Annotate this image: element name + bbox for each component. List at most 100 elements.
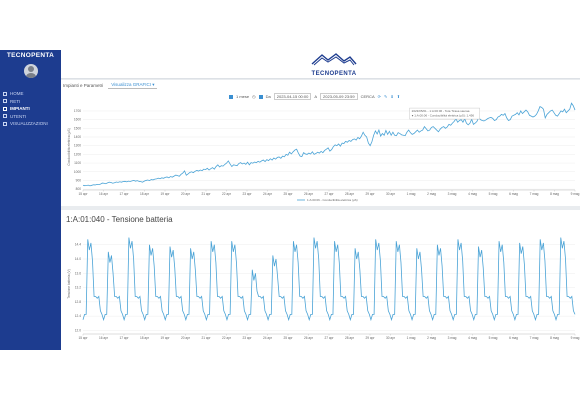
battery-chart: 12.0 12.4 12.8 13.2 13.6 14.0 14.4 15 apr 16 apr… (67, 237, 580, 340)
x-tick-label: 26 apr (304, 192, 314, 196)
download-icon[interactable]: ⬇ (390, 94, 394, 99)
x-tick-label: 8 mag (550, 336, 559, 340)
y-tick-label: 13.2 (75, 286, 81, 290)
sidebar-brand: TECNOPENTA (6, 52, 55, 59)
date-toolbar: 1 mese ◷ Da 2023-04-15 00:00 A 2023-05-0… (229, 93, 400, 100)
sidebar-item-reti[interactable]: RETI (0, 98, 61, 106)
x-tick-label: 28 apr (345, 336, 355, 340)
x-tick-label: 7 mag (530, 192, 539, 196)
x-tick-label: 19 apr (160, 336, 170, 340)
to-date-input[interactable]: 2023-05-09 23:59 (320, 93, 358, 100)
sidebar-nav: HOME RETI IMPIANTI UTENTI VISUALIZZAZION… (0, 90, 61, 128)
chart-panel-conductivity: Impianti e Parametri Visualizza GRAFICI … (61, 80, 580, 206)
sidebar-item-home[interactable]: HOME (0, 90, 61, 98)
search-button[interactable]: CERCA (360, 94, 375, 99)
to-label: A (314, 94, 318, 99)
sidebar-item-label: RETI (10, 98, 21, 104)
from-date-input[interactable]: 2023-04-15 00:00 (273, 93, 312, 100)
series-line (82, 102, 576, 187)
x-tick-label: 4 mag (468, 336, 477, 340)
y-tick-label: 12.0 (75, 328, 81, 332)
view-select[interactable]: Visualizza GRAFICI ▾ (108, 82, 158, 89)
y-tick-label: 14.0 (75, 257, 81, 261)
sidebar-item-label: IMPIANTI (10, 106, 30, 112)
y-tick-label: 1300 (74, 144, 81, 148)
tooltip-line: ● 1:A:00:06 - Conducibilità elettrica (µ… (412, 114, 475, 118)
view-select-value: Visualizza GRAFICI (111, 82, 151, 87)
user-avatar[interactable] (23, 64, 38, 78)
battery-chart-title: 1:A:01:040 - Tensione batteria (66, 215, 173, 224)
x-tick-label: 23 apr (242, 192, 252, 196)
sidebar-item-utenti[interactable]: UTENTI (0, 113, 61, 121)
sidebar: TECNOPENTA HOME RETI IMPIANTI UTENTI VIS… (0, 50, 61, 350)
x-tick-label: 21 apr (201, 336, 211, 340)
share-icon[interactable]: ⬆ (396, 94, 401, 99)
x-tick-label: 17 apr (119, 192, 129, 196)
x-tick-label: 24 apr (263, 192, 273, 196)
x-tick-label: 15 apr (78, 336, 88, 340)
y-axis-label: Tensione batteria (V) (67, 269, 71, 298)
clock-icon: ◷ (252, 94, 256, 99)
x-tick-label: 30 apr (386, 336, 396, 340)
x-tick-label: 5 mag (489, 192, 498, 196)
mountains-logo-icon (311, 53, 357, 66)
param-controls: Impianti e Parametri Visualizza GRAFICI … (63, 82, 158, 89)
tooltip-line: 2023/05/01 - 1:A:00:06 - Tota Tirasa sau… (412, 109, 470, 113)
x-tick-label: 29 apr (365, 336, 375, 340)
x-tick-label: 16 apr (99, 336, 109, 340)
x-tick-label: 20 apr (181, 336, 191, 340)
x-tick-label: 9 mag (571, 336, 580, 340)
range-select[interactable]: 1 mese (236, 94, 250, 99)
y-tick-label: 12.4 (75, 314, 81, 318)
y-tick-label: 12.8 (75, 300, 81, 304)
x-tick-label: 21 apr (201, 192, 211, 196)
x-tick-label: 3 mag (448, 192, 457, 196)
x-tick-label: 8 mag (550, 192, 559, 196)
conductivity-chart: 800 900 1000 1100 1200 1300 1400 1500 1600 1700 15… (67, 102, 580, 202)
y-tick-label: 1100 (74, 161, 81, 165)
x-tick-label: 26 apr (304, 336, 314, 340)
top-bar: TECNOPENTA (61, 50, 580, 79)
y-tick-label: 900 (76, 178, 82, 182)
x-tick-label: 22 apr (222, 336, 232, 340)
x-tick-label: 23 apr (242, 336, 252, 340)
x-tick-label: 2 mag (427, 336, 436, 340)
series-line (82, 237, 576, 322)
x-tick-label: 9 mag (571, 192, 580, 196)
chart-icon (3, 121, 7, 126)
sidebar-item-label: HOME (10, 91, 24, 97)
y-tick-label: 1500 (74, 126, 81, 130)
sidebar-item-visualizzazioni[interactable]: VISUALIZZAZIONI (0, 120, 61, 128)
x-tick-label: 24 apr (263, 336, 273, 340)
param-label: Impianti e Parametri (63, 83, 104, 88)
x-tick-label: 22 apr (222, 192, 232, 196)
y-tick-label: 800 (76, 187, 82, 191)
x-tick-label: 1 mag (407, 192, 416, 196)
network-icon (3, 99, 7, 104)
app-root: TECNOPENTA HOME RETI IMPIANTI UTENTI VIS… (0, 50, 580, 350)
range-icon (229, 94, 233, 99)
x-tick-label: 2 mag (427, 192, 436, 196)
y-tick-label: 1400 (74, 135, 81, 139)
logo-text: TECNOPENTA (311, 71, 357, 77)
x-tick-label: 18 apr (140, 336, 150, 340)
y-tick-label: 1000 (74, 170, 81, 174)
y-tick-label: 1700 (74, 109, 81, 113)
sidebar-item-label: VISUALIZZAZIONI (10, 121, 48, 127)
x-tick-label: 3 mag (448, 336, 457, 340)
x-tick-label: 18 apr (140, 192, 150, 196)
refresh-icon[interactable]: ⟳ (377, 94, 381, 99)
x-tick-label: 5 mag (489, 336, 498, 340)
legend-label: 1:A:00:06 - Conducibilità elettrica (µS) (307, 198, 358, 202)
x-tick-label: 19 apr (160, 192, 170, 196)
y-tick-label: 1200 (74, 152, 81, 156)
header-logo[interactable]: TECNOPENTA (304, 52, 364, 77)
from-label: Da (265, 94, 271, 99)
home-icon (3, 91, 7, 96)
y-tick-label: 13.6 (75, 271, 81, 275)
x-tick-label: 30 apr (386, 192, 396, 196)
sidebar-item-impianti[interactable]: IMPIANTI (0, 105, 61, 113)
edit-icon[interactable]: ✎ (383, 94, 388, 99)
users-icon (3, 114, 7, 119)
plant-icon (3, 106, 7, 111)
